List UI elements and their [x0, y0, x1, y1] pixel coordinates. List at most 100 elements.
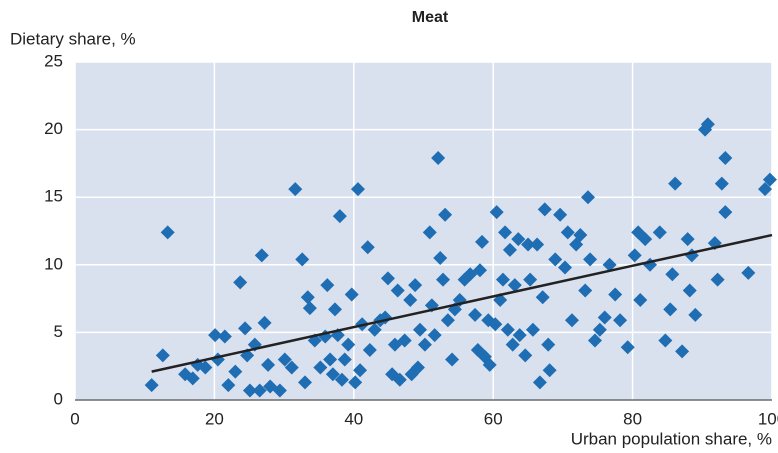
point — [620, 340, 635, 355]
point — [221, 378, 236, 393]
point — [665, 267, 680, 282]
point — [334, 372, 349, 387]
point — [155, 348, 170, 363]
point — [300, 290, 315, 305]
point — [633, 292, 648, 307]
point — [198, 360, 213, 375]
point — [397, 333, 412, 348]
y-tick-label: 20 — [44, 119, 63, 138]
y-tick-label: 0 — [54, 389, 63, 408]
point — [583, 252, 598, 267]
point — [337, 352, 352, 367]
point — [233, 275, 248, 290]
point — [427, 328, 442, 343]
point — [682, 283, 697, 298]
point — [608, 287, 623, 302]
point — [502, 242, 517, 257]
point — [313, 360, 328, 375]
point — [144, 378, 159, 393]
point — [525, 322, 540, 337]
point — [445, 352, 460, 367]
point — [475, 234, 490, 249]
point — [327, 302, 342, 317]
point — [638, 232, 653, 247]
point — [417, 337, 432, 352]
point — [438, 207, 453, 222]
point — [302, 301, 317, 316]
point — [613, 313, 628, 328]
point — [295, 252, 310, 267]
point — [500, 322, 515, 337]
point — [700, 117, 715, 132]
point — [472, 263, 487, 278]
x-tick-label: 60 — [484, 409, 503, 428]
point — [542, 363, 557, 378]
point — [353, 363, 368, 378]
point — [298, 375, 313, 390]
point — [431, 150, 446, 165]
point — [403, 292, 418, 307]
point — [548, 252, 563, 267]
point — [495, 272, 510, 287]
point — [680, 232, 695, 247]
point — [341, 337, 356, 352]
point — [440, 313, 455, 328]
point — [530, 237, 545, 252]
point — [272, 383, 287, 398]
point — [507, 278, 522, 293]
point — [257, 315, 272, 330]
x-tick-label: 40 — [344, 409, 363, 428]
point — [362, 342, 377, 357]
point — [208, 328, 223, 343]
point — [532, 375, 547, 390]
point — [557, 260, 572, 275]
point — [602, 257, 617, 272]
point — [436, 272, 451, 287]
point — [242, 383, 257, 398]
point — [277, 352, 292, 367]
point — [392, 372, 407, 387]
point — [413, 322, 428, 337]
point — [390, 283, 405, 298]
point — [560, 225, 575, 240]
point — [284, 360, 299, 375]
point — [380, 271, 395, 286]
y-tick-label: 10 — [44, 254, 63, 273]
point — [325, 367, 340, 382]
point — [332, 209, 347, 224]
point — [688, 307, 703, 322]
point — [320, 278, 335, 293]
point — [523, 272, 538, 287]
point — [238, 321, 253, 336]
point — [553, 207, 568, 222]
point — [718, 150, 733, 165]
point — [468, 307, 483, 322]
point — [597, 310, 612, 325]
point — [348, 375, 363, 390]
point — [254, 248, 269, 263]
x-tick-label: 20 — [205, 409, 224, 428]
point — [185, 371, 200, 386]
point — [535, 290, 550, 305]
point — [323, 352, 338, 367]
point — [714, 176, 729, 191]
point — [360, 240, 375, 255]
point — [758, 182, 773, 197]
point — [261, 357, 276, 372]
point — [663, 302, 678, 317]
trend-line — [151, 233, 773, 373]
y-tick-label: 15 — [44, 187, 63, 206]
point — [344, 287, 359, 302]
point — [498, 225, 513, 240]
y-tick-label: 5 — [54, 322, 63, 341]
point — [488, 317, 503, 332]
point — [652, 225, 667, 240]
point — [578, 283, 593, 298]
point — [228, 364, 243, 379]
x-tick-label: 100 — [758, 409, 778, 428]
point — [710, 272, 725, 287]
point — [580, 190, 595, 205]
point — [252, 383, 267, 398]
point — [762, 172, 777, 187]
